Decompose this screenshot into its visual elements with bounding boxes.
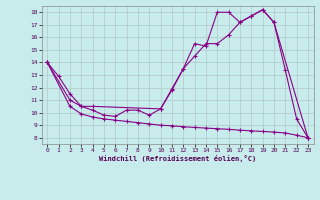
X-axis label: Windchill (Refroidissement éolien,°C): Windchill (Refroidissement éolien,°C) — [99, 155, 256, 162]
